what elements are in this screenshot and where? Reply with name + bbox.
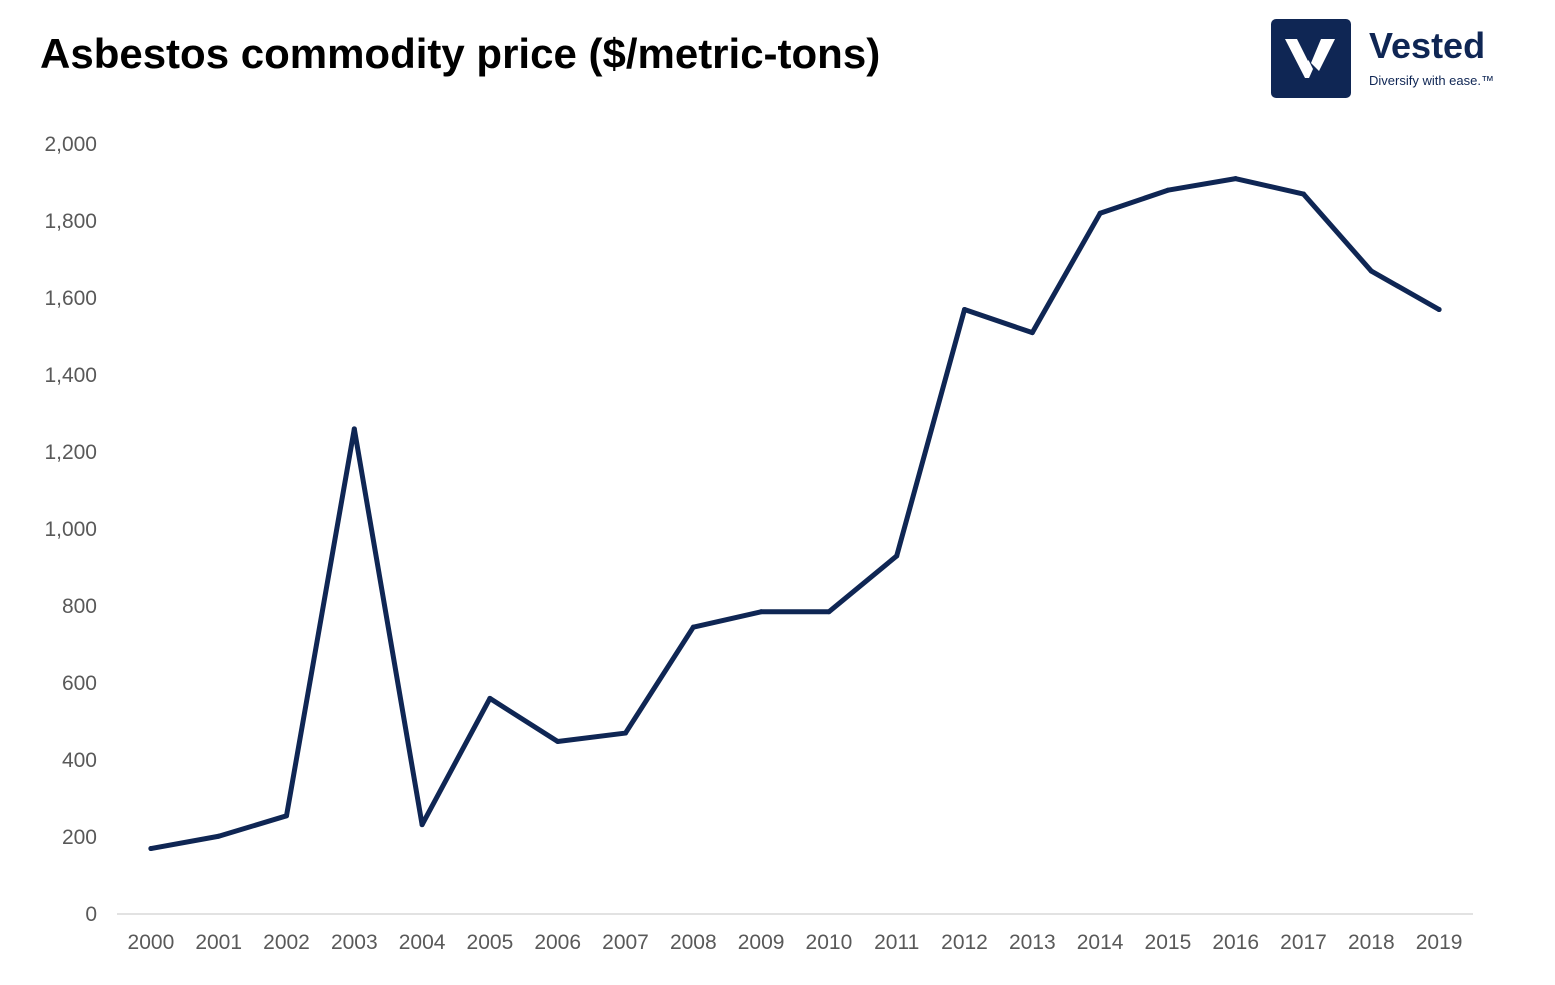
x-tick-label: 2017: [1280, 931, 1327, 954]
y-tick-label: 0: [85, 903, 97, 926]
series-layer: [148, 176, 1442, 852]
data-point: [419, 822, 425, 828]
data-point: [1436, 307, 1442, 313]
x-tick-label: 2016: [1212, 931, 1259, 954]
data-point: [487, 695, 493, 701]
data-point: [1029, 330, 1035, 336]
x-tick-label: 2001: [195, 931, 242, 954]
y-tick-label: 200: [62, 826, 97, 849]
y-tick-label: 1,800: [44, 210, 97, 233]
x-tick-label: 2002: [263, 931, 310, 954]
data-point: [826, 609, 832, 615]
x-tick-label: 2004: [399, 931, 446, 954]
x-tick-label: 2003: [331, 931, 378, 954]
data-point: [1097, 210, 1103, 216]
series-line: [148, 176, 1442, 852]
x-tick-label: 2009: [738, 931, 785, 954]
x-tick-label: 2008: [670, 931, 717, 954]
brand-tagline: Diversify with ease.™: [1369, 73, 1494, 88]
x-tick-label: 2005: [467, 931, 514, 954]
data-point: [758, 609, 764, 615]
data-point: [148, 846, 154, 852]
brand-logo: Vested Diversify with ease.™: [1271, 19, 1521, 99]
x-axis-tick-labels: 2000 2001 2002 2003 2004 2005 2006 2007 2008 2009…: [128, 931, 1463, 954]
x-tick-label: 2015: [1145, 931, 1192, 954]
y-tick-label: 1,200: [44, 441, 97, 464]
y-tick-label: 400: [62, 749, 97, 772]
y-tick-label: 600: [62, 672, 97, 695]
vested-v-logo-icon: [1271, 19, 1351, 98]
x-tick-label: 2010: [806, 931, 853, 954]
x-tick-label: 2019: [1416, 931, 1463, 954]
data-point: [1233, 176, 1239, 182]
brand-name: Vested: [1369, 25, 1486, 66]
x-tick-label: 2012: [941, 931, 988, 954]
x-tick-label: 2013: [1009, 931, 1056, 954]
data-point: [284, 813, 289, 819]
data-point: [216, 833, 222, 839]
x-tick-label: 2014: [1077, 931, 1124, 954]
data-point: [962, 307, 967, 313]
y-axis-tick-labels: 0 200 400 600 800 1,000 1,200 1,400 1,600 1,800 2,…: [44, 133, 97, 926]
x-tick-label: 2000: [128, 931, 175, 954]
data-point: [1368, 268, 1374, 274]
data-point: [1301, 191, 1306, 197]
x-tick-label: 2007: [602, 931, 649, 954]
y-tick-label: 800: [62, 595, 97, 618]
y-tick-label: 2,000: [44, 133, 97, 156]
x-tick-label: 2018: [1348, 931, 1395, 954]
y-tick-label: 1,000: [44, 518, 97, 541]
chart-title: Asbestos commodity price ($/metric-tons): [40, 30, 881, 77]
data-point: [1165, 187, 1171, 193]
data-point: [555, 739, 561, 745]
y-tick-label: 1,400: [44, 364, 97, 387]
data-point: [623, 730, 628, 736]
x-tick-label: 2006: [534, 931, 581, 954]
data-point: [894, 553, 900, 559]
data-point: [690, 624, 696, 630]
x-tick-label: 2011: [874, 931, 919, 954]
y-tick-label: 1,600: [44, 287, 97, 310]
data-point: [351, 426, 357, 432]
